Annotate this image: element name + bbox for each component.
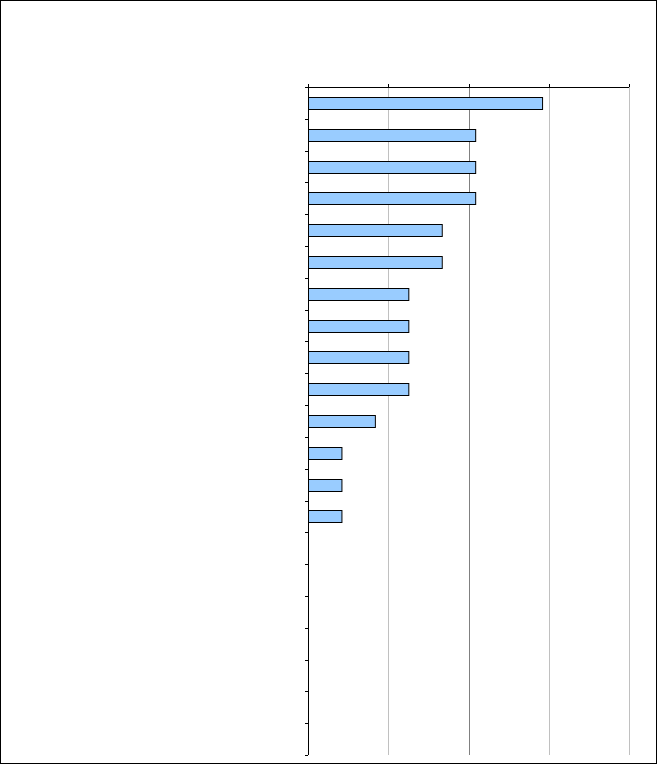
bar	[308, 161, 477, 174]
bar	[308, 415, 376, 428]
bar	[308, 256, 443, 269]
bar	[308, 447, 343, 460]
bar	[308, 224, 443, 237]
bar	[308, 510, 343, 523]
bar	[308, 351, 410, 364]
bar	[308, 192, 477, 205]
bar	[308, 479, 343, 492]
bar	[308, 383, 410, 396]
bar	[308, 288, 410, 301]
bar	[308, 129, 477, 142]
bar	[308, 320, 410, 333]
bar	[308, 97, 544, 110]
